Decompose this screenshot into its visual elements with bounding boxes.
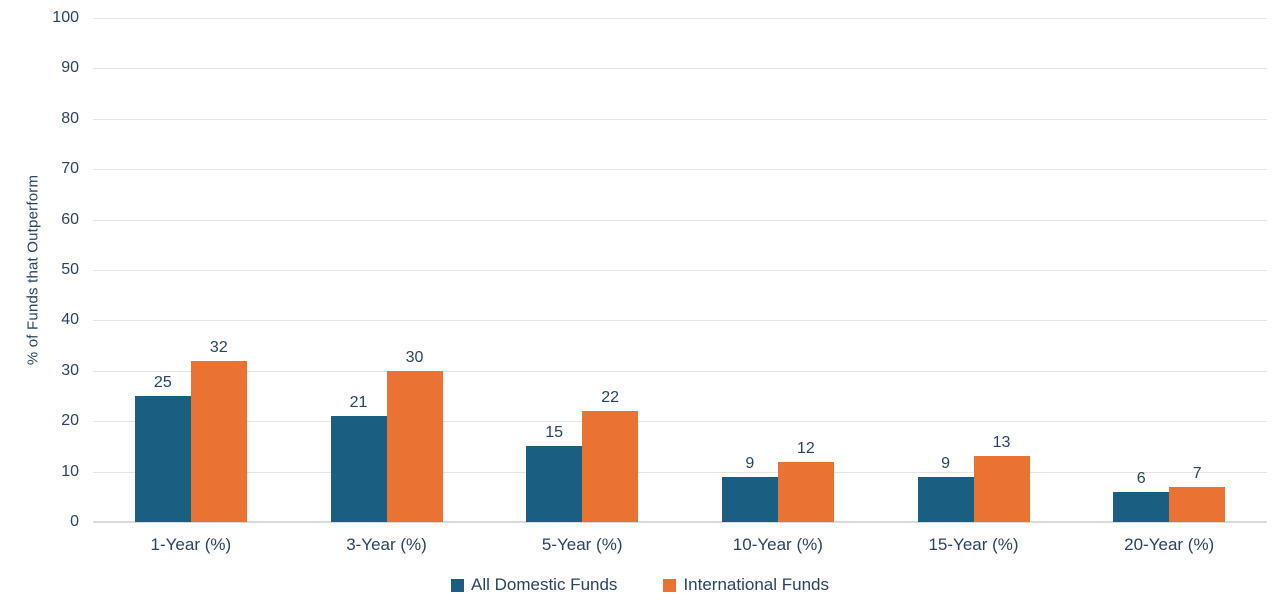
legend-label: International Funds [683, 575, 829, 594]
y-tick-label: 80 [61, 109, 79, 127]
y-axis-title: % of Funds that Outperform [24, 174, 42, 366]
bar-column: 21 [330, 394, 387, 522]
bar-value-label: 30 [405, 348, 424, 366]
bar-group: 15 22 [484, 18, 680, 522]
bar-value-label: 25 [153, 374, 172, 391]
bar-value-label: 15 [545, 424, 564, 442]
bar-value-label: 32 [209, 338, 228, 356]
bar-value-label: 7 [1192, 464, 1202, 482]
plot-area: 0 10 20 30 40 50 60 70 80 90 100 25 32 21 30 15 22 9 12 9 1… [52, 9, 1267, 554]
legend: All Domestic Funds International Funds [0, 575, 1280, 595]
bar-value-label: 9 [941, 454, 950, 472]
gridline [93, 169, 1267, 171]
bar [526, 446, 583, 522]
legend-item: All Domestic Funds [451, 575, 617, 595]
bar-value-label: 22 [601, 389, 620, 407]
y-tick-label: 70 [61, 160, 79, 178]
y-tick-label: 10 [61, 462, 79, 480]
legend-label: All Domestic Funds [471, 575, 618, 594]
bar [190, 360, 247, 522]
x-axis-category-label: 10-Year (%) [732, 535, 823, 554]
legend-swatch-icon [663, 578, 677, 592]
bar [386, 370, 443, 522]
x-axis-labels: 1-Year (%) 3-Year (%) 5-Year (%) 10-Year (%… [93, 522, 1267, 555]
bar-value-label: 13 [992, 434, 1011, 452]
x-axis-category-label: 1-Year (%) [150, 535, 232, 554]
bar-column: 9 [721, 454, 778, 522]
bar-column: 25 [134, 374, 191, 522]
bar-column: 7 [1169, 464, 1226, 522]
gridline [93, 270, 1267, 271]
y-tick-label: 0 [70, 513, 79, 530]
y-tick-label: 60 [61, 210, 79, 228]
bar [973, 456, 1030, 522]
bar-column: 15 [526, 424, 583, 522]
bar [1169, 486, 1226, 522]
x-axis-category-label: 5-Year (%) [541, 535, 623, 554]
y-tick-label: 30 [61, 361, 79, 379]
bar-column: 9 [917, 454, 974, 522]
bar-value-label: 6 [1136, 469, 1146, 487]
bar [777, 461, 834, 522]
bar-group: 9 13 [876, 18, 1072, 522]
bar [1113, 491, 1170, 522]
bar-value-label: 21 [349, 394, 368, 412]
bar-column: 22 [582, 389, 639, 522]
bar-groups: 25 32 21 30 15 22 9 12 9 13 6 7 [93, 18, 1267, 522]
y-tick-label: 20 [61, 412, 79, 430]
bar-value-label: 12 [796, 439, 815, 457]
x-axis-category-label: 15-Year (%) [928, 535, 1019, 554]
y-tick-label: 50 [61, 261, 79, 278]
gridline [93, 471, 1267, 473]
x-axis-category-label: 20-Year (%) [1124, 535, 1215, 554]
bar-column: 12 [777, 439, 834, 522]
bar-group: 21 30 [289, 18, 485, 522]
gridline [93, 320, 1267, 322]
bar-column: 32 [190, 338, 247, 522]
bar-group: 9 12 [680, 18, 876, 522]
bar [134, 396, 191, 522]
gridline [93, 219, 1267, 221]
x-axis-category-label: 3-Year (%) [346, 535, 427, 554]
gridline [93, 421, 1267, 423]
x-axis-line [93, 521, 1267, 523]
bar-column: 30 [386, 348, 443, 522]
bar-group: 25 32 [93, 18, 289, 522]
y-tick-label: 90 [61, 59, 79, 77]
gridline [93, 68, 1267, 70]
legend-swatch-icon [451, 578, 464, 592]
bar [917, 476, 974, 522]
legend-item: International Funds [663, 575, 829, 595]
bar-column: 6 [1113, 469, 1170, 522]
gridline [93, 18, 1267, 19]
bar [330, 416, 387, 522]
bar-value-label: 9 [745, 454, 755, 472]
y-tick-label: 40 [61, 311, 79, 329]
bar [721, 476, 778, 522]
gridline [93, 118, 1267, 120]
bar [582, 411, 639, 522]
gridline [93, 370, 1267, 372]
y-tick-label: 100 [52, 9, 79, 26]
bar-column: 13 [973, 434, 1030, 522]
